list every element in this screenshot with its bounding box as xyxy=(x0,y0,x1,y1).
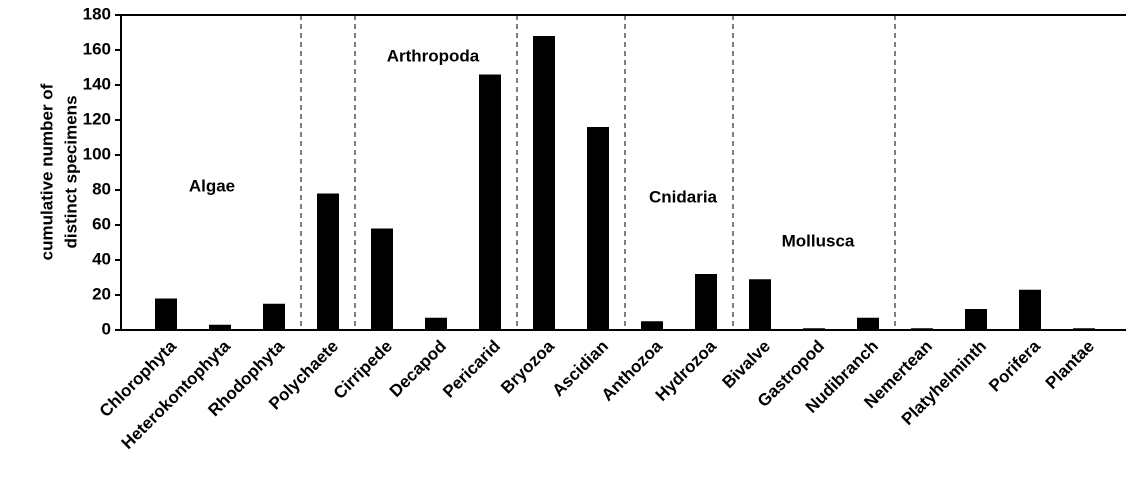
x-tick-label: Decapod xyxy=(386,337,450,401)
y-tick-label: 60 xyxy=(92,214,111,233)
x-tick-label: Cirripede xyxy=(330,337,396,403)
bar xyxy=(533,36,555,330)
group-label: Arthropoda xyxy=(387,46,480,65)
bar xyxy=(695,274,717,330)
x-tick-label: Bivalve xyxy=(718,337,774,393)
bar xyxy=(749,279,771,330)
bar xyxy=(857,317,879,330)
y-tick-label: 40 xyxy=(92,249,111,268)
bar xyxy=(641,321,663,330)
group-label: Algae xyxy=(189,176,235,195)
bar xyxy=(587,127,609,330)
group-label: Mollusca xyxy=(782,231,855,250)
y-tick-label: 0 xyxy=(102,319,111,338)
x-tick-label: Plantae xyxy=(1042,337,1098,393)
bar xyxy=(263,303,285,330)
y-axis-label: cumulative number of xyxy=(37,83,56,260)
group-label: Cnidaria xyxy=(649,187,718,206)
y-tick-label: 80 xyxy=(92,179,111,198)
y-tick-label: 100 xyxy=(83,144,111,163)
y-tick-label: 20 xyxy=(92,284,111,303)
bar xyxy=(479,74,501,330)
bar xyxy=(425,317,447,330)
bar xyxy=(155,298,177,330)
y-axis-label: distinct specimens xyxy=(61,95,80,248)
y-tick-label: 120 xyxy=(83,109,111,128)
bar xyxy=(317,193,339,330)
bar xyxy=(209,324,231,330)
x-tick-label: Pericarid xyxy=(439,337,504,402)
y-tick-label: 140 xyxy=(83,74,111,93)
y-tick-label: 180 xyxy=(83,4,111,23)
bar xyxy=(965,309,987,330)
bar xyxy=(1019,289,1041,330)
bar xyxy=(371,228,393,330)
y-tick-label: 160 xyxy=(83,39,111,58)
x-tick-label: Porifera xyxy=(985,336,1044,395)
